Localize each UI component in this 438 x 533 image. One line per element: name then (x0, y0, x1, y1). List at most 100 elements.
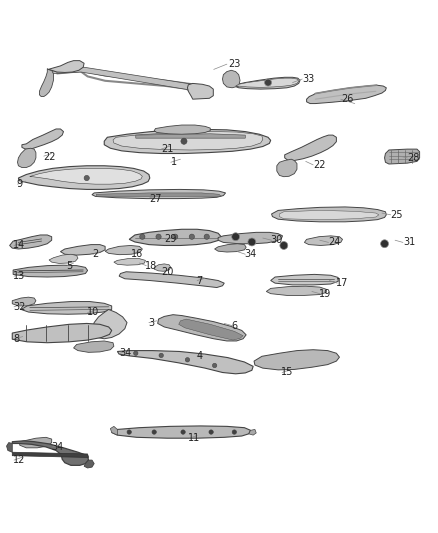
Polygon shape (92, 189, 226, 199)
Text: 6: 6 (231, 321, 237, 330)
Text: 11: 11 (188, 433, 201, 443)
Text: 31: 31 (403, 237, 415, 247)
Circle shape (381, 240, 389, 248)
Polygon shape (271, 274, 338, 285)
Polygon shape (104, 130, 271, 154)
Polygon shape (113, 132, 263, 150)
Polygon shape (236, 78, 299, 87)
Circle shape (204, 234, 209, 239)
Circle shape (232, 430, 237, 434)
Polygon shape (307, 85, 386, 103)
Polygon shape (218, 232, 283, 244)
Text: 32: 32 (13, 302, 25, 312)
Polygon shape (254, 350, 339, 370)
Polygon shape (96, 193, 221, 197)
Polygon shape (285, 135, 336, 160)
Text: 34: 34 (119, 348, 131, 358)
Circle shape (181, 430, 185, 434)
Polygon shape (266, 286, 326, 295)
Circle shape (181, 138, 187, 144)
Text: 3: 3 (148, 318, 154, 328)
Circle shape (140, 234, 145, 239)
Polygon shape (129, 229, 221, 246)
Text: 18: 18 (145, 261, 158, 271)
Polygon shape (110, 426, 117, 435)
Text: 5: 5 (67, 261, 73, 271)
Text: 8: 8 (13, 334, 19, 344)
Text: 34: 34 (52, 442, 64, 452)
Text: 33: 33 (302, 74, 314, 84)
Circle shape (185, 358, 190, 362)
Circle shape (173, 234, 178, 239)
Circle shape (152, 430, 156, 434)
Text: 19: 19 (319, 289, 331, 298)
Polygon shape (12, 297, 36, 306)
Polygon shape (60, 245, 105, 255)
Polygon shape (21, 302, 112, 314)
Polygon shape (179, 319, 243, 340)
Polygon shape (114, 259, 145, 265)
Circle shape (232, 233, 240, 241)
Polygon shape (10, 235, 52, 249)
Text: 23: 23 (228, 59, 240, 69)
Text: 30: 30 (271, 235, 283, 245)
Text: 27: 27 (149, 193, 162, 204)
Polygon shape (385, 149, 420, 164)
Circle shape (156, 234, 161, 239)
Text: 17: 17 (336, 278, 349, 288)
Polygon shape (304, 236, 343, 246)
Polygon shape (117, 351, 253, 374)
Text: 22: 22 (43, 152, 56, 162)
Text: 21: 21 (161, 144, 173, 154)
Polygon shape (215, 244, 246, 252)
Circle shape (248, 238, 256, 246)
Polygon shape (18, 166, 150, 189)
Text: 12: 12 (13, 455, 25, 465)
Polygon shape (154, 264, 171, 271)
Text: 2: 2 (92, 249, 98, 259)
Polygon shape (18, 148, 36, 167)
Polygon shape (52, 67, 193, 91)
Circle shape (209, 430, 213, 434)
Polygon shape (234, 77, 300, 89)
Polygon shape (136, 134, 245, 138)
Polygon shape (13, 265, 88, 277)
Text: 7: 7 (196, 276, 202, 286)
Polygon shape (223, 70, 240, 88)
Text: 14: 14 (13, 240, 25, 251)
Polygon shape (119, 272, 224, 287)
Polygon shape (20, 437, 52, 448)
Polygon shape (272, 207, 386, 222)
Polygon shape (12, 324, 112, 343)
Text: 15: 15 (281, 367, 293, 377)
Text: 16: 16 (131, 249, 143, 259)
Polygon shape (30, 168, 142, 184)
Polygon shape (158, 314, 246, 341)
Polygon shape (7, 442, 12, 452)
Text: 20: 20 (161, 266, 173, 277)
Text: 26: 26 (341, 94, 353, 104)
Circle shape (159, 353, 163, 358)
Circle shape (134, 351, 138, 356)
Text: 28: 28 (407, 153, 420, 163)
Circle shape (127, 430, 131, 434)
Polygon shape (74, 341, 114, 352)
Polygon shape (48, 61, 84, 72)
Text: 9: 9 (17, 179, 23, 189)
Polygon shape (12, 441, 88, 465)
Text: 4: 4 (196, 351, 202, 361)
Text: 1: 1 (171, 157, 177, 167)
Polygon shape (154, 125, 210, 134)
Text: 24: 24 (328, 237, 341, 247)
Polygon shape (112, 426, 251, 438)
Polygon shape (105, 246, 142, 255)
Polygon shape (187, 84, 213, 99)
Polygon shape (84, 460, 94, 468)
Polygon shape (279, 211, 379, 220)
Text: 13: 13 (13, 271, 25, 281)
Polygon shape (22, 129, 64, 149)
Polygon shape (277, 159, 297, 177)
Text: 10: 10 (87, 308, 99, 318)
Polygon shape (12, 452, 88, 457)
Text: 29: 29 (164, 235, 177, 244)
